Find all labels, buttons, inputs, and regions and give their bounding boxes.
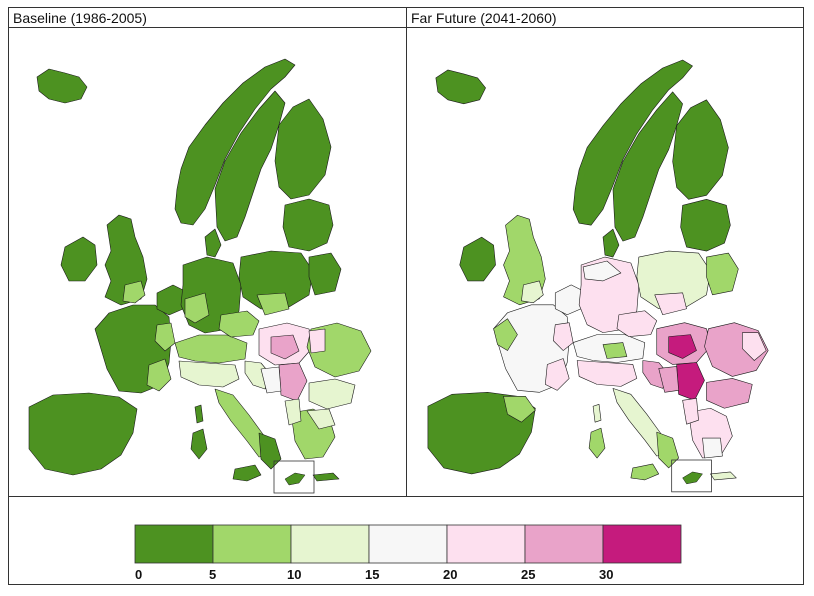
region-norway: [174, 58, 296, 226]
region-crete: [710, 471, 737, 481]
region-serbia: [676, 362, 705, 401]
region-romania-e: [742, 332, 767, 361]
region-uk-se: [521, 280, 544, 304]
region-baltics: [680, 199, 731, 252]
legend-swatch: [212, 524, 292, 564]
map-baseline-svg: [28, 58, 372, 494]
region-alps: [174, 334, 248, 364]
region-romania-w: [308, 328, 326, 354]
region-bosnia: [658, 366, 679, 393]
region-france-se: [146, 358, 172, 392]
region-ireland: [60, 236, 98, 282]
region-ireland: [459, 236, 496, 282]
region-sweden: [612, 91, 683, 242]
region-finland: [274, 98, 332, 200]
legend-swatch: [602, 524, 682, 564]
region-france-e: [552, 322, 574, 351]
cyprus-inset-box: [273, 460, 315, 494]
region-finland: [672, 99, 729, 200]
region-iceland: [435, 69, 486, 105]
region-belarus: [308, 252, 342, 296]
legend-svg: 0 5 10 15 20 25 30: [134, 524, 682, 582]
region-poland-s: [256, 292, 290, 316]
cyprus-inset-box: [671, 459, 712, 493]
color-legend: 0 5 10 15 20 25 30: [9, 497, 803, 584]
region-poland: [238, 250, 314, 310]
region-cyprus: [284, 472, 306, 486]
region-iceland: [36, 68, 88, 104]
region-serbia: [278, 362, 308, 402]
region-albania: [682, 398, 699, 425]
region-corsica: [194, 404, 204, 424]
legend-tick-label: 25: [521, 567, 535, 582]
figure-frame: Baseline (1986-2005) Far Future (2041-20…: [8, 7, 804, 585]
region-hungary-core: [270, 334, 300, 360]
region-sicily: [232, 464, 262, 482]
legend-swatch: [368, 524, 448, 564]
legend-tick-label: 15: [365, 567, 379, 582]
region-czech: [616, 310, 658, 337]
region-sardinia: [190, 428, 208, 460]
legend-tick-label: 20: [443, 567, 457, 582]
map-far-future: [408, 29, 803, 495]
legend-swatch: [290, 524, 370, 564]
legend-tick-label: 5: [209, 567, 216, 582]
region-denmark: [204, 228, 222, 258]
region-corsica: [592, 403, 602, 423]
region-sweden: [214, 90, 286, 242]
region-italy-north: [178, 360, 240, 388]
region-germany-n: [582, 260, 622, 282]
region-baltics: [282, 198, 334, 252]
legend-divider: [9, 496, 803, 497]
region-bosnia: [260, 366, 282, 394]
region-greece-s: [702, 437, 723, 459]
region-italy-south: [656, 431, 679, 469]
region-iberia: [28, 392, 138, 476]
region-sardinia: [588, 427, 606, 459]
region-poland-s: [654, 292, 687, 316]
map-baseline: [9, 29, 406, 495]
region-bulgaria: [308, 378, 356, 410]
region-cyprus: [682, 471, 703, 485]
region-benelux: [554, 284, 584, 316]
region-france-e: [154, 322, 176, 352]
map-far-future-svg: [427, 59, 769, 493]
region-bulgaria: [706, 378, 753, 409]
region-sicily: [630, 463, 660, 481]
region-france-w: [493, 318, 518, 351]
panel-title-far-future: Far Future (2041-2060): [407, 8, 803, 28]
legend-swatch: [134, 524, 214, 564]
legend-tick-label: 30: [599, 567, 613, 582]
legend-tick-label: 0: [135, 567, 142, 582]
region-uk-se: [122, 280, 146, 304]
legend-swatch: [524, 524, 604, 564]
region-crete: [312, 472, 340, 482]
region-germany-w: [184, 292, 210, 324]
region-italy-south: [258, 432, 282, 470]
region-iberia-ne: [503, 396, 536, 423]
region-czech: [218, 310, 260, 338]
region-alps-core: [602, 342, 628, 359]
region-greece-n: [306, 408, 336, 430]
region-italy-north: [576, 360, 638, 387]
region-albania: [284, 398, 302, 426]
region-poland: [636, 250, 711, 310]
region-norway: [572, 59, 693, 226]
panel-divider: [406, 8, 407, 496]
region-denmark: [602, 228, 620, 258]
panel-title-baseline: Baseline (1986-2005): [9, 8, 407, 28]
region-hungary-core: [668, 334, 697, 359]
region-belarus: [706, 252, 739, 296]
region-benelux: [156, 284, 186, 316]
legend-swatch: [446, 524, 526, 564]
legend-tick-label: 10: [287, 567, 301, 582]
region-france-se: [545, 358, 570, 391]
